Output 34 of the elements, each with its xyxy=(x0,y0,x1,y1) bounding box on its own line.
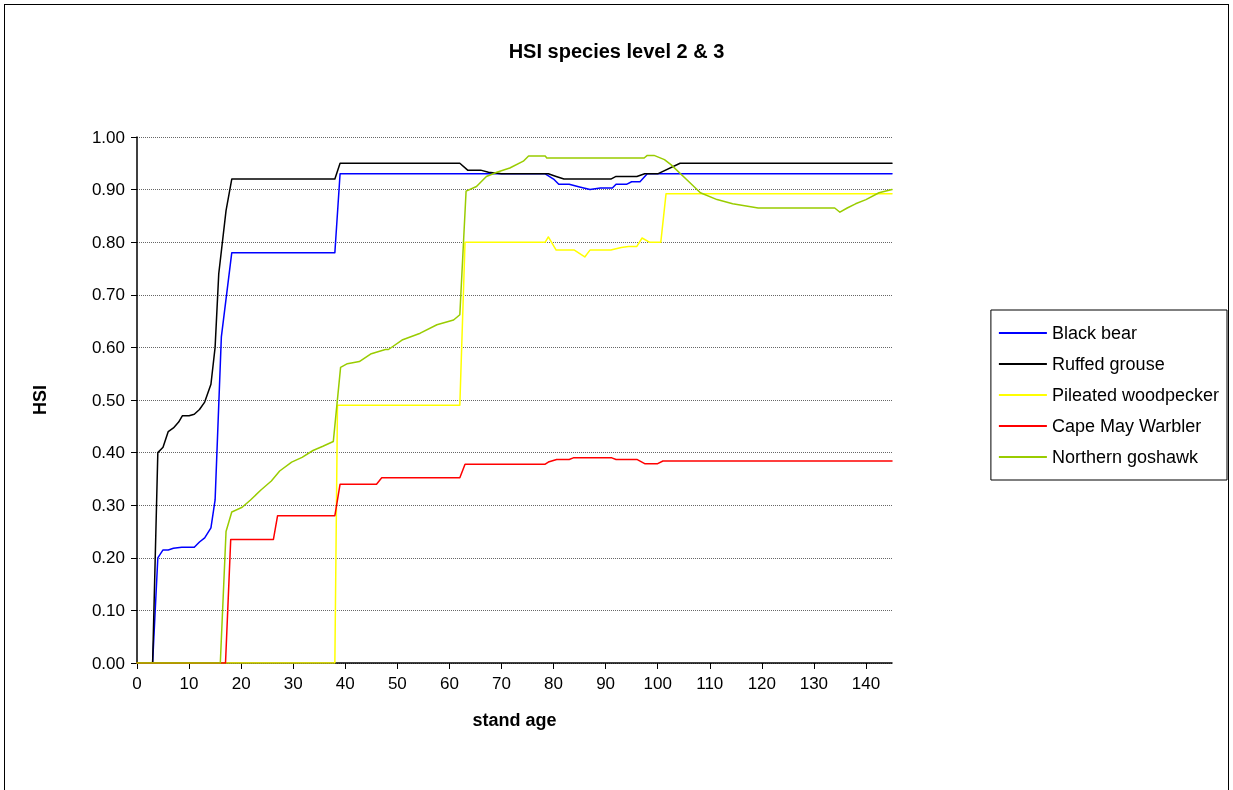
x-tick-label: 70 xyxy=(492,674,511,693)
y-tick-label: 1.00 xyxy=(91,127,125,147)
x-tick-label: 80 xyxy=(544,674,564,693)
x-tick-label: 30 xyxy=(283,674,303,693)
y-axis-title: HSI xyxy=(30,384,50,416)
x-tick-label: 110 xyxy=(696,674,724,693)
y-tick-label: 0.60 xyxy=(91,337,125,357)
y-tick-label: 0.90 xyxy=(91,180,125,200)
x-tick-label: 0 xyxy=(132,674,142,693)
y-tick-label: 0.80 xyxy=(91,232,125,252)
legend-label: Northern goshawk xyxy=(1051,447,1199,467)
legend-label: Cape May Warbler xyxy=(1051,416,1202,436)
x-tick-label: 130 xyxy=(799,674,829,693)
y-tick-label: 0.20 xyxy=(91,548,125,568)
y-tick-label: 0.00 xyxy=(91,653,125,673)
x-tick-label: 90 xyxy=(596,674,616,693)
x-tick-label: 40 xyxy=(335,674,355,693)
y-tick-label: 0.50 xyxy=(91,390,125,410)
x-tick-label: 140 xyxy=(851,674,881,693)
legend-label: Black bear xyxy=(1051,323,1137,343)
legend-label: Pileated woodpecker xyxy=(1051,385,1220,405)
legend-label: Ruffed grouse xyxy=(1051,354,1165,374)
x-tick-label: 100 xyxy=(643,674,672,693)
x-tick-label: 50 xyxy=(387,674,407,693)
x-tick-label: 10 xyxy=(179,674,199,693)
x-tick-label: 60 xyxy=(439,674,459,693)
x-tick-label: 20 xyxy=(231,674,251,693)
y-tick-label: 0.30 xyxy=(91,495,125,515)
y-tick-label: 0.10 xyxy=(91,600,125,620)
chart-title: HSI species level 2 & 3 xyxy=(508,40,725,62)
y-tick-label: 0.70 xyxy=(91,285,125,305)
x-axis-title: stand age xyxy=(472,710,557,730)
y-tick-label: 0.40 xyxy=(91,443,125,463)
x-tick-label: 120 xyxy=(747,674,777,693)
